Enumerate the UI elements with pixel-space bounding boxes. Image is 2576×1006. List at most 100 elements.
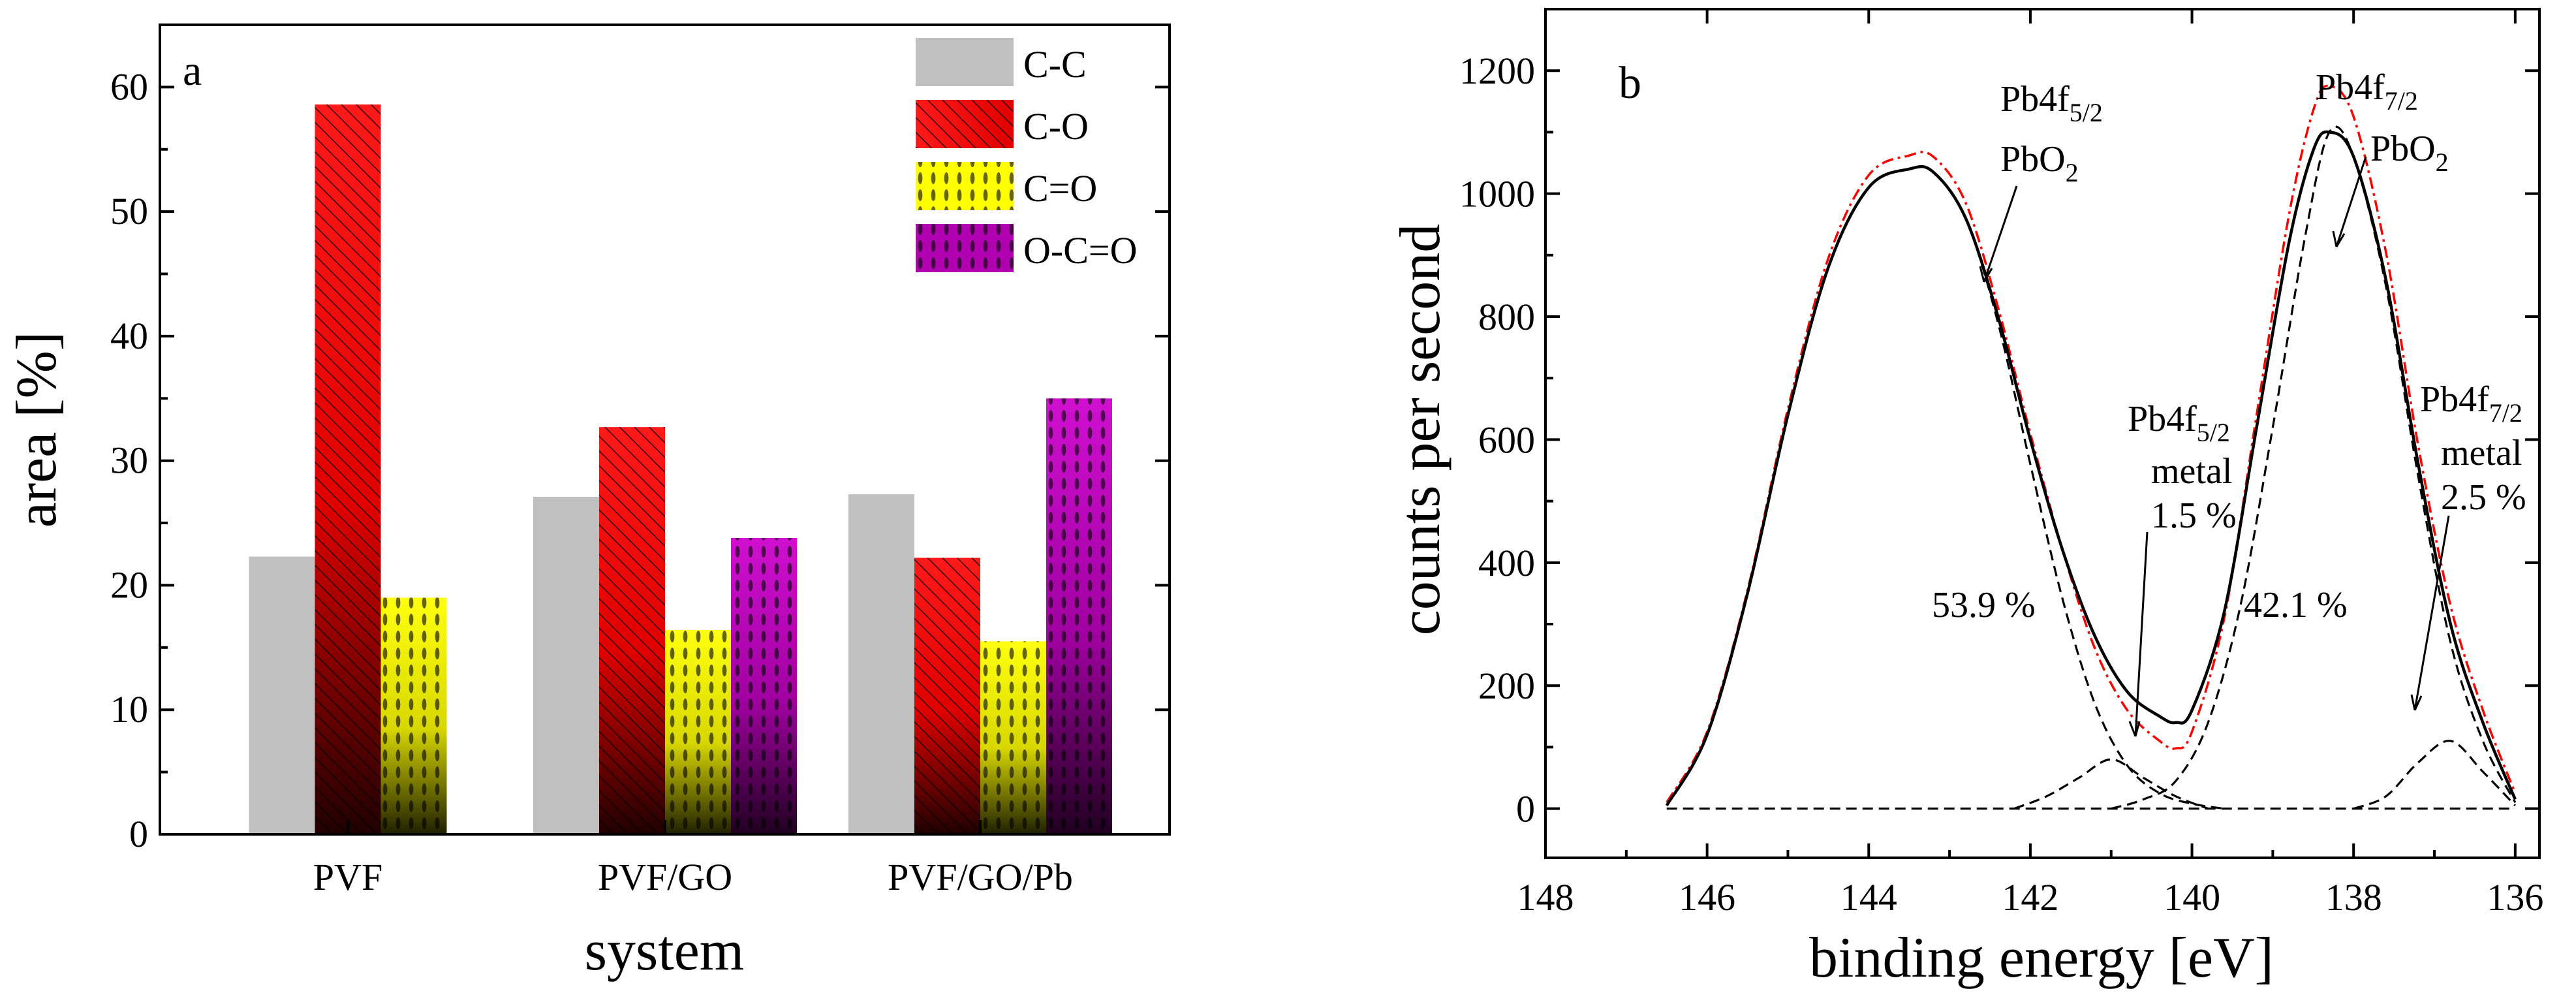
annotation-leader-lines: [1979, 156, 2450, 737]
bar-pvf-go-o-c-eq-o-pattern: [731, 537, 797, 834]
spectrum-lines-group: [1665, 84, 2517, 810]
arrowhead-pbo2-left: [1979, 266, 1993, 283]
series-envelope-fit: [1666, 84, 2517, 804]
y-tick-label-a-40: 40: [110, 315, 148, 357]
leader-line-pbo2-left: [1983, 185, 2018, 283]
x-tick-label-pvf: PVF: [313, 856, 382, 898]
x-tick-label-b-138: 138: [2325, 876, 2382, 919]
bar-pvf-go-pb-o-c-eq-o-pattern: [1046, 398, 1112, 834]
legend-item-o-c-double-o: O-C=O: [916, 224, 1137, 272]
legend-a: C-C C-O C=O O-C=O: [916, 38, 1137, 272]
series-pb4f5-2-pbo2-component: [1666, 165, 2225, 810]
y-tick-label-b-200: 200: [1478, 665, 1535, 707]
legend-swatch-c-double-o-dots: [916, 162, 1014, 210]
legend-swatch-c-o-hatch: [916, 100, 1014, 148]
annotation-pbo2-right-sub: 2: [2436, 148, 2449, 177]
legend-swatch-c-c: [916, 38, 1014, 86]
y-tick-label-a-20: 20: [110, 563, 148, 606]
panel-label-a: a: [183, 47, 202, 95]
annotation-area-left: 53.9 %: [1932, 585, 2036, 625]
bar-pvf-go-pb-c-c: [848, 494, 914, 834]
leader-line-metal-left: [2134, 531, 2149, 737]
bar-pvf-go-c-eq-o-pattern: [665, 630, 731, 834]
y-tick-label-a-50: 50: [110, 190, 148, 232]
x-tick-label-b-140: 140: [2164, 876, 2220, 919]
bar-pvf-go-c-o-pattern: [599, 427, 665, 834]
annotation-pb4f52-oxide-sub: 5/2: [2070, 98, 2103, 127]
y-axis-ticks-a: 0 10 20 30 40 50 60: [110, 65, 1170, 855]
y-axis-title-b: counts per second: [1389, 224, 1452, 635]
annotation-metal-right: metal: [2441, 433, 2522, 473]
leader-line-pbo2-right: [2335, 156, 2367, 247]
x-tick-label-b-146: 146: [1679, 876, 1735, 919]
annotation-pb4f52-metal-main: Pb4f: [2128, 399, 2197, 439]
arrowhead-metal-left: [2128, 721, 2141, 737]
legend-label-c-double-o: C=O: [1023, 167, 1097, 210]
annotation-area-right: 42.1 %: [2244, 585, 2348, 625]
x-tick-label-b-136: 136: [2487, 876, 2543, 919]
series-pb4f7-2-metal-component: [2353, 740, 2517, 810]
legend-label-c-o: C-O: [1023, 105, 1089, 148]
axis-ticks-b: 0 200 400 600 800 1000 1200 148 146 144 142 140 138 1…: [1459, 9, 2543, 919]
y-tick-label-b-1000: 1000: [1459, 173, 1535, 215]
bar-pvf-go-pb-c-eq-o-pattern: [980, 641, 1046, 834]
x-tick-label-pvf-go-pb: PVF/GO/Pb: [888, 856, 1073, 898]
y-tick-label-a-60: 60: [110, 65, 148, 108]
leader-line-metal-right: [2413, 515, 2450, 711]
x-tick-label-pvf-go: PVF/GO: [598, 856, 732, 898]
legend-item-c-c: C-C: [916, 38, 1087, 86]
annotation-pb4f52-metal-sub: 5/2: [2197, 418, 2230, 447]
series-pb4f7-2-pbo2-component: [2111, 125, 2517, 810]
x-tick-label-b-142: 142: [2002, 876, 2058, 919]
x-tick-label-b-148: 148: [1517, 876, 1574, 919]
x-axis-category-labels: PVF PVF/GO PVF/GO/Pb: [313, 820, 1073, 898]
bar-pvf-c-eq-o-pattern: [380, 597, 447, 834]
bar-pvf-c-o-pattern: [315, 104, 381, 835]
legend-swatch-o-c-double-o-dots: [916, 224, 1014, 272]
annotation-pbo2-right: PbO2: [2370, 129, 2449, 177]
annotation-pb4f72-oxide-sub: 7/2: [2385, 86, 2418, 116]
annotation-pbo2-left-main: PbO: [2000, 139, 2066, 180]
legend-label-o-c-double-o: O-C=O: [1023, 229, 1137, 272]
plot-frame-b: [1544, 8, 2541, 859]
y-axis-title-a: area [%]: [5, 332, 69, 527]
annotation-pct-metal-left: 1.5 %: [2151, 495, 2237, 536]
series-measured: [1665, 130, 2517, 807]
annotation-pbo2-left-sub: 2: [2066, 158, 2079, 187]
legend-label-c-c: C-C: [1023, 43, 1087, 86]
annotation-pb4f52-metal: Pb4f5/2: [2128, 399, 2230, 447]
legend-item-c-double-o: C=O: [916, 162, 1097, 210]
panel-label-b: b: [1619, 58, 1641, 108]
y-tick-label-a-10: 10: [110, 688, 148, 731]
y-tick-label-b-800: 800: [1478, 296, 1535, 338]
y-tick-label-a-0: 0: [129, 813, 148, 855]
panel-a: 0 10 20 30 40 50 60 PVF PVF/GO PVF/GO/Pb a syste…: [5, 24, 1171, 982]
series-pb4f5-2-metal-component: [2013, 758, 2209, 810]
annotation-pb4f72-metal-main: Pb4f: [2420, 379, 2489, 420]
annotation-metal-left: metal: [2151, 451, 2232, 492]
bar-series-group: [249, 104, 1112, 835]
panel-b: 0 200 400 600 800 1000 1200 148 146 144 142 140 138 1…: [1389, 8, 2543, 990]
arrowhead-pbo2-right: [2332, 230, 2346, 247]
annotation-pb4f72-oxide: Pb4f7/2: [2316, 67, 2418, 116]
y-tick-label-b-1200: 1200: [1459, 50, 1535, 92]
x-tick-label-b-144: 144: [1840, 876, 1897, 919]
annotation-pct-metal-right: 2.5 %: [2441, 477, 2526, 518]
bar-pvf-c-c: [249, 556, 315, 834]
annotation-pbo2-right-main: PbO: [2370, 129, 2436, 169]
y-tick-label-b-600: 600: [1478, 418, 1535, 461]
arrowhead-metal-right: [2410, 694, 2423, 711]
x-axis-title-a: system: [585, 919, 744, 982]
y-tick-label-a-30: 30: [110, 439, 148, 482]
annotation-pb4f52-oxide-main: Pb4f: [2000, 79, 2070, 119]
annotation-pb4f72-metal-sub: 7/2: [2489, 398, 2522, 428]
annotation-pb4f72-oxide-main: Pb4f: [2316, 67, 2385, 108]
bar-pvf-go-pb-c-o-pattern: [914, 558, 980, 834]
x-axis-title-b: binding energy [eV]: [1809, 926, 2274, 990]
y-tick-label-b-400: 400: [1478, 542, 1535, 584]
annotation-pb4f72-metal: Pb4f7/2: [2420, 379, 2522, 428]
y-tick-label-b-0: 0: [1516, 788, 1535, 830]
legend-item-c-o: C-O: [916, 100, 1089, 148]
bar-pvf-go-c-c: [533, 497, 599, 834]
